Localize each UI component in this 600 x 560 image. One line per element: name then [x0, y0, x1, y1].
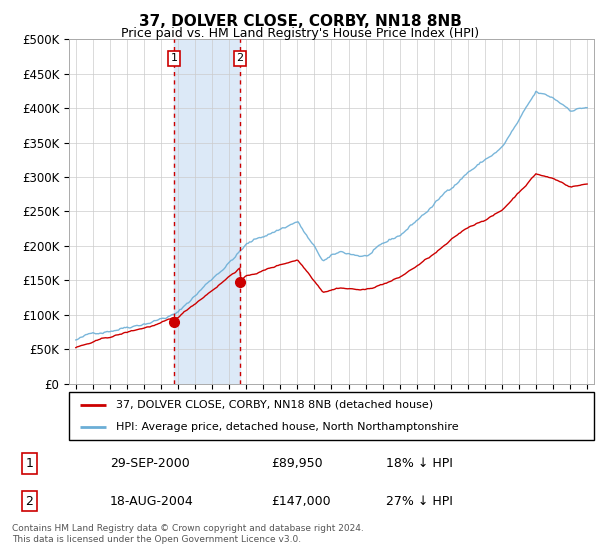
Bar	[174, 39, 240, 384]
Text: 18% ↓ HPI: 18% ↓ HPI	[386, 457, 453, 470]
Text: 29-SEP-2000: 29-SEP-2000	[110, 457, 190, 470]
Text: 2: 2	[236, 54, 244, 63]
Text: £147,000: £147,000	[271, 494, 331, 508]
Text: 1: 1	[25, 457, 33, 470]
FancyBboxPatch shape	[69, 392, 594, 440]
Text: £89,950: £89,950	[271, 457, 323, 470]
Text: HPI: Average price, detached house, North Northamptonshire: HPI: Average price, detached house, Nort…	[116, 422, 459, 432]
Text: 2: 2	[25, 494, 33, 508]
Text: 1: 1	[170, 54, 178, 63]
Text: Price paid vs. HM Land Registry's House Price Index (HPI): Price paid vs. HM Land Registry's House …	[121, 27, 479, 40]
Text: 27% ↓ HPI: 27% ↓ HPI	[386, 494, 453, 508]
Text: 37, DOLVER CLOSE, CORBY, NN18 8NB (detached house): 37, DOLVER CLOSE, CORBY, NN18 8NB (detac…	[116, 400, 433, 410]
Text: 18-AUG-2004: 18-AUG-2004	[110, 494, 194, 508]
Text: 37, DOLVER CLOSE, CORBY, NN18 8NB: 37, DOLVER CLOSE, CORBY, NN18 8NB	[139, 14, 461, 29]
Text: Contains HM Land Registry data © Crown copyright and database right 2024.
This d: Contains HM Land Registry data © Crown c…	[12, 524, 364, 544]
